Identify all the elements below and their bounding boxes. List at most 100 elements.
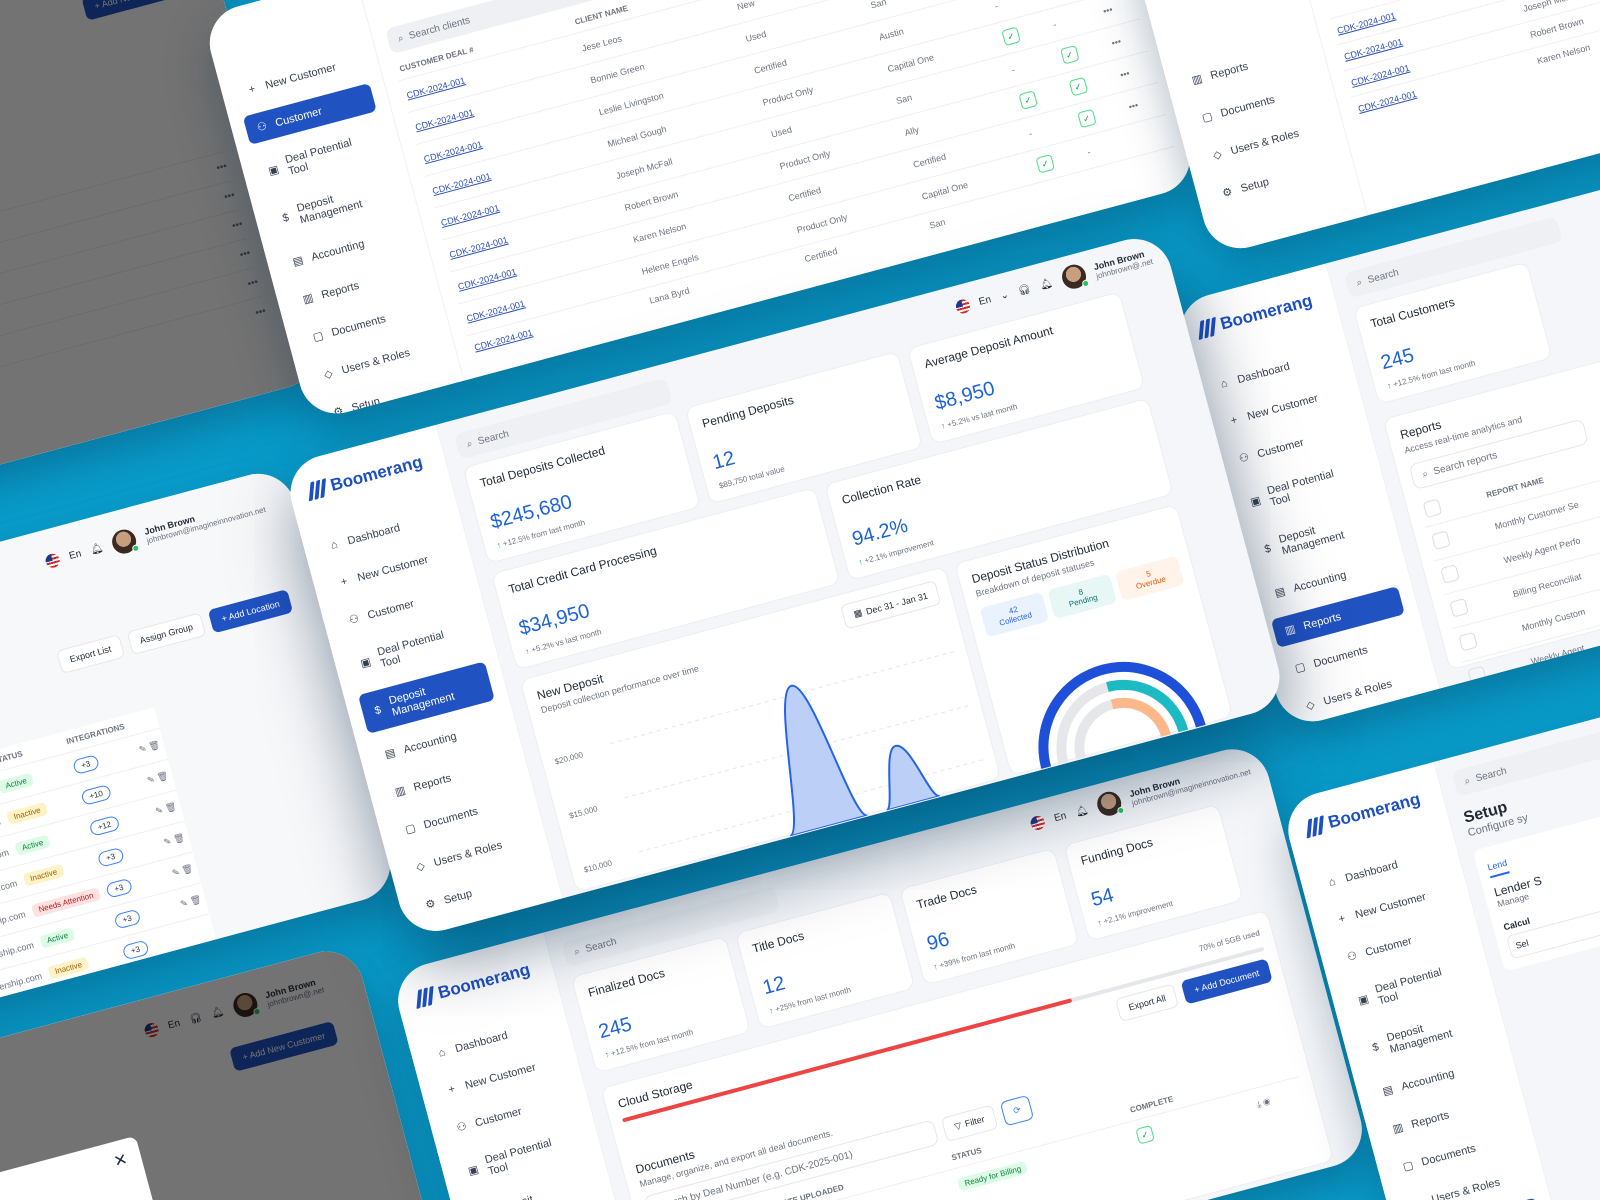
complete-check-icon[interactable]: ✓ xyxy=(1042,0,1063,1)
plus-icon: + xyxy=(447,1083,457,1097)
complete-check-icon[interactable]: ✓ xyxy=(1035,154,1056,174)
users-icon: ⚇ xyxy=(1237,451,1251,466)
row-checkbox[interactable] xyxy=(1458,631,1478,652)
edit-icon[interactable]: ✎ xyxy=(162,835,173,848)
arrow-up-icon: ↑ xyxy=(768,1005,775,1016)
deal-link[interactable]: CDK-2024-001 xyxy=(431,170,492,197)
users-icon: ⚇ xyxy=(1345,949,1359,964)
deal-link[interactable]: CDK-2024-001 xyxy=(422,139,484,165)
deal-link[interactable]: CDK-2024-001 xyxy=(414,107,475,133)
assign-group-button[interactable]: Assign Group xyxy=(126,612,207,656)
close-icon[interactable]: ✕ xyxy=(112,1151,130,1171)
deal-link[interactable]: CDK-2024-001 xyxy=(405,75,467,101)
chevron-down-icon[interactable]: ⌄ xyxy=(999,288,1010,302)
complete-check-icon[interactable]: ✓ xyxy=(1059,45,1080,65)
status-badge: Active xyxy=(39,927,76,949)
arrow-up-icon: ↑ xyxy=(940,421,947,431)
status-badge: Active xyxy=(0,772,35,794)
plus-icon: + xyxy=(247,82,257,97)
shield-icon: ◇ xyxy=(1304,698,1317,713)
integrations-pill[interactable]: +3 xyxy=(71,754,100,776)
status-collected[interactable]: 42 Collected xyxy=(979,591,1050,638)
deal-link[interactable]: CDK-2024-001 xyxy=(439,202,501,229)
chart-box-icon: ▣ xyxy=(1249,494,1263,509)
trash-icon[interactable]: 🗑︎ xyxy=(188,893,203,907)
status-overdue[interactable]: 5 Overdue xyxy=(1114,555,1185,602)
deal-link[interactable]: CDK-2024-001 xyxy=(448,234,509,260)
bell-icon[interactable]: 🔔︎ xyxy=(1038,277,1054,292)
avatar[interactable] xyxy=(109,526,141,557)
status-pending[interactable]: 8 Pending xyxy=(1047,573,1117,620)
users-icon: ⚇ xyxy=(347,612,361,627)
search-icon: ⌕ xyxy=(1463,774,1472,787)
export-all-button[interactable]: Export All xyxy=(1115,983,1180,1023)
refresh-button[interactable]: ⟳ xyxy=(999,1094,1035,1126)
integrations-pill[interactable]: +3 xyxy=(113,908,142,930)
trash-icon[interactable]: 🗑︎ xyxy=(172,832,186,845)
language-select[interactable]: En xyxy=(67,547,83,562)
home-icon: ⌂ xyxy=(1219,377,1229,391)
boomerang-logo: Boomerang xyxy=(1299,787,1431,840)
complete-check-icon[interactable]: ✓ xyxy=(1018,90,1038,110)
search-icon: ⌕ xyxy=(465,437,474,450)
edit-icon[interactable]: ✎ xyxy=(137,743,148,755)
edit-icon[interactable]: ✎ xyxy=(154,804,165,817)
integrations-pill[interactable]: +10 xyxy=(79,783,113,807)
complete-check-icon[interactable]: ✓ xyxy=(1001,26,1021,47)
bar-chart-icon: ▥ xyxy=(1190,72,1204,88)
tab-lender[interactable]: Lend xyxy=(1486,857,1510,879)
boomerang-logo: Boomerang xyxy=(409,958,541,1011)
deal-link[interactable]: CDK-2024-001 xyxy=(473,327,534,353)
y-axis: $20,000 $15,000 $10,000 xyxy=(553,750,614,875)
export-list-button[interactable]: Export List xyxy=(56,634,125,675)
area-chart xyxy=(609,650,987,853)
complete-check-icon[interactable]: ✓ xyxy=(1076,108,1097,129)
row-checkbox[interactable] xyxy=(1467,665,1488,686)
add-location-button[interactable]: + Add Location xyxy=(207,589,294,634)
avatar[interactable] xyxy=(1094,789,1126,819)
avatar[interactable] xyxy=(1058,262,1090,292)
eye-icon[interactable]: ◉ xyxy=(1261,1095,1272,1108)
edit-icon[interactable]: ✎ xyxy=(179,897,190,910)
online-indicator xyxy=(1081,279,1090,288)
language-select[interactable]: En xyxy=(977,293,993,308)
gear-icon: ⚙ xyxy=(424,897,437,912)
bar-chart-icon: ▥ xyxy=(393,784,407,799)
search-icon: ⌕ xyxy=(572,945,582,958)
complete-check-icon[interactable]: ✓ xyxy=(1135,1124,1155,1145)
complete-check-icon[interactable]: ✓ xyxy=(1068,76,1088,97)
integrations-pill[interactable]: +3 xyxy=(121,939,150,961)
trash-icon[interactable]: 🗑︎ xyxy=(180,863,195,876)
dollar-icon: $ xyxy=(1371,1041,1381,1055)
shield-icon: ◇ xyxy=(1211,148,1224,163)
select-all-checkbox[interactable] xyxy=(1422,498,1443,519)
bell-icon[interactable]: 🔔︎ xyxy=(1074,804,1090,819)
deal-link[interactable]: CDK-2024-001 xyxy=(456,266,518,292)
plus-icon: + xyxy=(339,575,349,589)
edit-icon[interactable]: ✎ xyxy=(146,773,156,786)
trash-icon[interactable]: 🗑︎ xyxy=(164,801,178,814)
shield-icon: ◇ xyxy=(414,860,427,874)
row-checkbox[interactable] xyxy=(1440,564,1460,584)
integrations-pill[interactable]: +3 xyxy=(96,846,125,868)
headset-icon[interactable]: 🎧︎ xyxy=(1016,283,1032,297)
radial-chart xyxy=(1038,661,1209,773)
deal-link[interactable]: CDK-2024-001 xyxy=(465,298,526,324)
language-select[interactable]: En xyxy=(1052,810,1068,824)
us-flag-icon xyxy=(1029,814,1047,832)
row-checkbox[interactable] xyxy=(1449,597,1469,618)
chart-box-icon: ▣ xyxy=(1356,992,1371,1007)
download-icon[interactable]: ⤓ xyxy=(1255,1098,1263,1110)
users-icon: ⚇ xyxy=(255,120,269,135)
search-icon: ⌕ xyxy=(396,32,405,45)
integrations-pill[interactable]: +12 xyxy=(88,814,121,837)
date-range-picker[interactable]: ▦ Dec 31 - Jan 31 xyxy=(840,580,942,630)
edit-icon[interactable]: ✎ xyxy=(170,866,181,879)
trash-icon[interactable]: 🗑︎ xyxy=(155,770,170,783)
logo-icon xyxy=(307,478,327,502)
trash-icon[interactable]: 🗑︎ xyxy=(147,739,162,753)
row-checkbox[interactable] xyxy=(1431,530,1451,550)
arrow-up-icon: ↑ xyxy=(524,646,531,657)
bell-icon[interactable]: 🔔︎ xyxy=(89,541,105,556)
integrations-pill[interactable]: +3 xyxy=(104,877,133,899)
